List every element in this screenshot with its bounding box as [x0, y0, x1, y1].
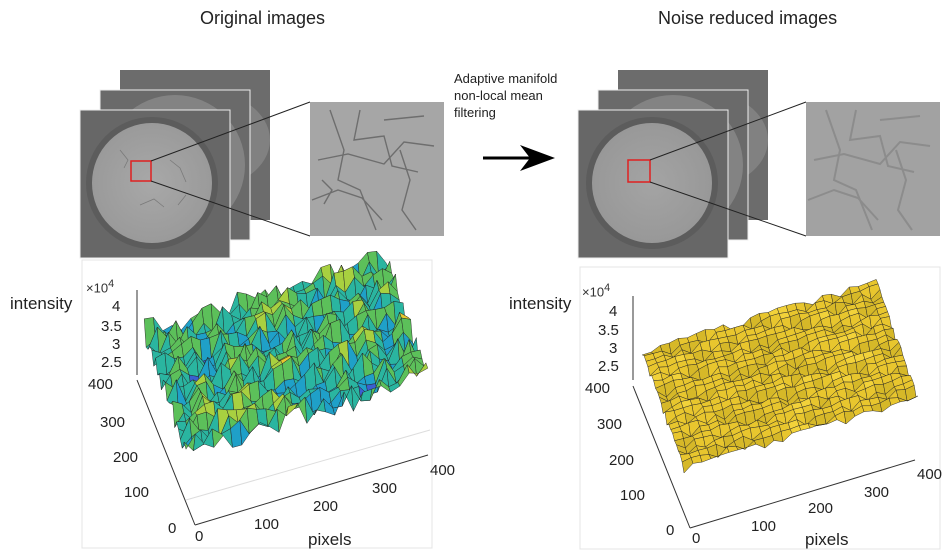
- x-tick: 0: [692, 530, 701, 547]
- x-tick: 200: [313, 498, 339, 515]
- x-tick: 100: [751, 518, 777, 535]
- z-exponent: ×104: [582, 282, 611, 300]
- z-tick: 3.5: [101, 318, 122, 335]
- y-tick: 400: [585, 380, 611, 397]
- y-tick: 0: [666, 522, 675, 539]
- surface-facet: [888, 397, 901, 406]
- x-tick: 400: [917, 466, 943, 483]
- y-tick: 200: [609, 452, 635, 469]
- surface-facet: [416, 362, 429, 377]
- x-axis-label: pixels: [805, 530, 849, 549]
- original-image-stack: [79, 70, 444, 259]
- z-tick: 2.5: [598, 358, 619, 375]
- surface-facet: [907, 395, 919, 402]
- roi-box: [130, 160, 152, 182]
- z-axis-label: intensity: [10, 294, 73, 313]
- y-tick: 300: [100, 414, 126, 431]
- z-tick: 3.5: [598, 322, 619, 339]
- z-tick: 4: [112, 298, 121, 315]
- filtering-step-label: Adaptive manifold non-local mean filteri…: [454, 71, 558, 120]
- x-tick: 100: [254, 516, 280, 533]
- x-tick: 400: [430, 462, 456, 479]
- surface-facet: [780, 428, 793, 443]
- z-axis-label: intensity: [509, 294, 572, 313]
- z-exponent: ×104: [86, 278, 115, 296]
- surface-facet: [699, 454, 712, 463]
- process-arrow: [483, 145, 555, 171]
- y-tick: 100: [124, 484, 150, 501]
- x-tick: 0: [195, 528, 204, 545]
- surface-facet: [843, 410, 856, 425]
- y-tick: 400: [88, 376, 114, 393]
- surface-original: [143, 250, 429, 452]
- x-tick: 300: [864, 484, 890, 501]
- z-tick: 2.5: [101, 354, 122, 371]
- y-tick: 100: [620, 487, 646, 504]
- z-tick: 4: [609, 303, 618, 320]
- surface-reduced: [641, 279, 919, 474]
- sample-disc: [92, 123, 212, 243]
- x-axis-label: pixels: [308, 530, 352, 549]
- y-tick: 200: [113, 449, 139, 466]
- zoomed-region: [310, 102, 444, 236]
- original-images-title: Original images: [200, 8, 326, 28]
- z-tick: 3: [112, 336, 121, 353]
- reduced-image-stack: [577, 70, 940, 259]
- noise-reduced-images-title: Noise reduced images: [658, 8, 838, 28]
- z-tick: 3: [609, 340, 618, 357]
- x-tick: 200: [808, 500, 834, 517]
- y-tick: 300: [597, 416, 623, 433]
- y-tick: 0: [168, 520, 177, 537]
- x-tick: 300: [372, 480, 398, 497]
